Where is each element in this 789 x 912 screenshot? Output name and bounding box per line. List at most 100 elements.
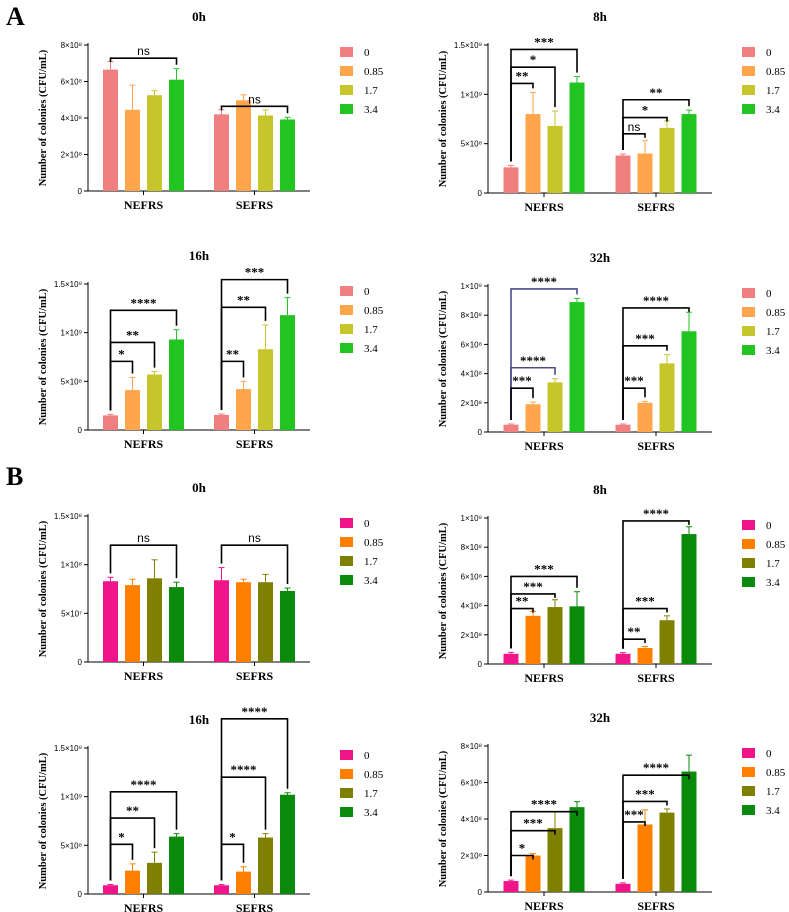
significance-label: **** (231, 762, 257, 777)
bar (169, 79, 184, 191)
legend-swatch (340, 343, 353, 353)
bar (214, 885, 229, 894)
legend-label: 3.4 (364, 104, 378, 116)
legend-label: 0.85 (364, 305, 384, 317)
bar (503, 167, 519, 193)
legend-label: 0 (364, 286, 370, 298)
legend-label: 3.4 (766, 577, 780, 589)
legend-swatch (742, 767, 755, 777)
legend-label: 0.85 (364, 66, 384, 78)
bar (503, 424, 519, 432)
chart-title: 32h (590, 250, 611, 265)
y-axis-label: Number of colonies (CFU/mL) (438, 290, 449, 427)
bar (615, 424, 631, 432)
significance-bracket (510, 854, 534, 877)
y-tick-label: 5×10⁸ (61, 841, 82, 850)
y-tick-label: 2×10⁸ (461, 852, 482, 861)
y-tick-label: 8×10⁸ (461, 543, 482, 552)
chart-B-0h: 0h Number of colonies (CFU/mL) 0 5×10⁷ 1×10⁸… (38, 480, 384, 683)
legend-label: 1.7 (766, 786, 780, 798)
bar (525, 404, 541, 432)
x-category-label: SEFRS (236, 198, 274, 212)
x-category-label: SEFRS (637, 200, 675, 214)
bar (258, 349, 273, 430)
significance-bracket (622, 607, 668, 649)
bar (659, 363, 675, 432)
legend-swatch (742, 85, 755, 95)
significance-bracket (109, 57, 178, 65)
significance-bracket (510, 829, 556, 877)
legend-label: 3.4 (766, 805, 780, 817)
significance-bracket (510, 387, 534, 420)
bar (258, 582, 273, 662)
legend-label: 3.4 (766, 345, 780, 357)
significance-label: **** (242, 704, 268, 719)
bar (258, 837, 273, 894)
bar (169, 836, 184, 894)
y-tick-label: 0 (478, 888, 483, 897)
significance-bracket (622, 345, 668, 420)
significance-label: **** (531, 797, 557, 812)
legend-label: 3.4 (364, 807, 378, 819)
legend-swatch (340, 66, 353, 76)
bar (637, 647, 653, 664)
significance-bracket (622, 520, 690, 649)
significance-label: ** (628, 624, 641, 639)
legend-label: 1.7 (766, 326, 780, 338)
legend-swatch (742, 805, 755, 815)
significance-bracket (622, 821, 646, 879)
significance-label: *** (523, 579, 543, 594)
y-tick-label: 1×10⁹ (61, 329, 82, 338)
legend-swatch (340, 47, 353, 57)
chart-A-32h: 32h Number of colonies (CFU/mL) 0 2×10⁸ 4×10… (438, 250, 786, 453)
bar (280, 315, 295, 430)
significance-bracket (220, 544, 289, 585)
significance-label: ** (516, 594, 529, 609)
y-tick-label: 0 (78, 426, 83, 435)
significance-label: *** (635, 331, 655, 346)
legend-swatch (742, 520, 755, 530)
legend-swatch (340, 575, 353, 585)
bar (659, 620, 675, 664)
legend-swatch (340, 556, 353, 566)
significance-label: ns (248, 92, 261, 106)
bar (280, 119, 295, 191)
x-category-label: SEFRS (236, 437, 274, 451)
y-tick-label: 1×10⁹ (461, 282, 482, 291)
legend-label: 0 (766, 288, 772, 300)
bar (147, 578, 162, 662)
bar (214, 414, 229, 430)
legend-label: 0 (364, 750, 370, 762)
significance-bracket (109, 544, 178, 579)
bar (569, 82, 585, 193)
chart-A-16h: 16h Number of colonies (CFU/mL) 0 5×10⁸ 1×10… (38, 248, 384, 451)
bar (637, 402, 653, 432)
legend-swatch (340, 305, 353, 315)
bar (525, 855, 541, 892)
significance-label: **** (520, 353, 546, 368)
bar (125, 109, 140, 191)
bar (280, 794, 295, 894)
legend-label: 0.85 (766, 767, 786, 779)
significance-bracket (510, 48, 578, 162)
bar (681, 534, 697, 664)
legend-swatch (742, 539, 755, 549)
legend-swatch (742, 66, 755, 76)
significance-label: ** (226, 346, 239, 361)
significance-label: * (229, 829, 236, 844)
panel-letter-a: A (6, 2, 25, 31)
x-category-label: NEFRS (524, 439, 564, 453)
chart-B-8h: 8h Number of colonies (CFU/mL) 0 2×10⁸ 4×10⁸… (438, 482, 786, 685)
legend-label: 1.7 (766, 85, 780, 97)
significance-label: ns (248, 531, 261, 545)
x-category-label: NEFRS (524, 899, 564, 912)
bar (147, 374, 162, 430)
legend-label: 0.85 (766, 66, 786, 78)
bar (547, 607, 563, 664)
legend-swatch (340, 286, 353, 296)
y-tick-label: 6×10⁸ (461, 340, 482, 349)
bar (681, 771, 697, 892)
legend-label: 0.85 (766, 307, 786, 319)
legend-swatch (340, 85, 353, 95)
